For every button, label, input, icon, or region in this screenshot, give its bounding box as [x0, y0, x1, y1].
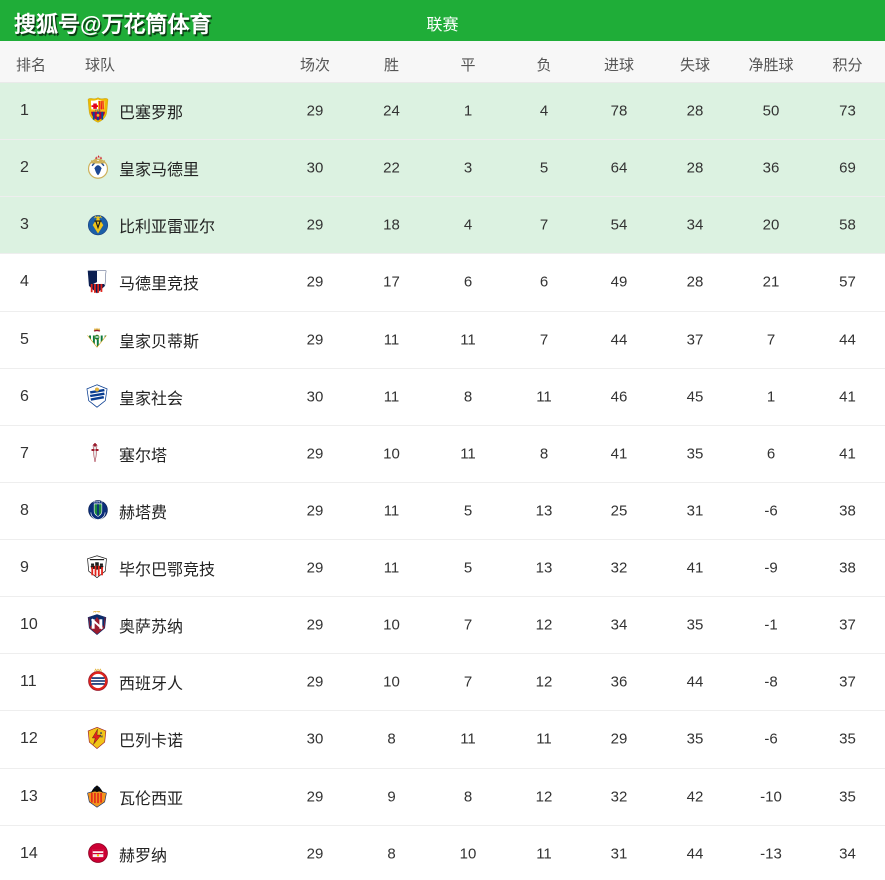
svg-text:GETAFE CF: GETAFE CF [93, 501, 105, 504]
